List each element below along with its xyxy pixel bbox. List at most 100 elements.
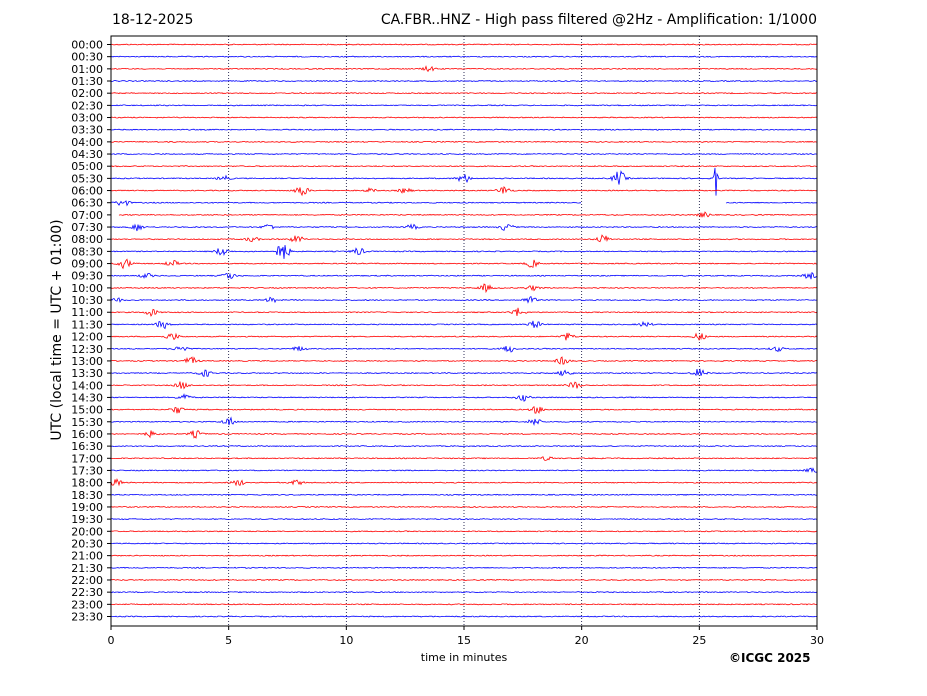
row-time-label: 11:00 <box>71 306 103 319</box>
row-time-label: 05:00 <box>71 160 103 173</box>
trace-0500 <box>110 165 817 168</box>
trace-1200 <box>110 332 818 341</box>
trace-0930 <box>110 271 818 280</box>
row-time-label: 20:00 <box>71 525 103 538</box>
row-time-label: 03:30 <box>71 124 103 137</box>
trace-1430 <box>110 393 818 402</box>
row-time-label: 04:00 <box>71 136 103 149</box>
x-tick-label: 0 <box>108 634 115 647</box>
trace-1000 <box>110 283 817 294</box>
trace-1630 <box>110 445 818 448</box>
row-time-label: 07:30 <box>71 221 103 234</box>
trace-0430 <box>110 153 818 156</box>
seismic-traces <box>110 43 818 618</box>
row-time-label: 09:30 <box>71 270 103 283</box>
trace-1100 <box>110 307 818 317</box>
trace-1930 <box>110 518 817 521</box>
trace-0100 <box>110 65 818 73</box>
row-time-label: 20:30 <box>71 537 103 550</box>
row-time-label: 23:00 <box>71 598 103 611</box>
x-axis-label: time in minutes <box>420 651 508 664</box>
trace-1230 <box>110 345 818 353</box>
copyright-label: ©ICGC 2025 <box>729 651 811 665</box>
trace-1700 <box>110 456 818 461</box>
row-time-label: 21:00 <box>71 550 103 563</box>
row-time-label: 08:00 <box>71 233 103 246</box>
row-time-label: 00:30 <box>71 51 103 64</box>
x-axis-ticks: 0 5 10 15 20 25 30 <box>108 626 824 647</box>
row-time-label: 18:30 <box>71 489 103 502</box>
row-time-label: 07:00 <box>71 209 103 222</box>
row-time-label: 10:30 <box>71 294 103 307</box>
trace-1730 <box>110 467 817 473</box>
x-tick-label: 15 <box>457 634 471 647</box>
trace-1900 <box>110 505 818 508</box>
vertical-gridlines <box>228 36 700 626</box>
row-time-label: 15:30 <box>71 416 103 429</box>
row-time-label: 01:30 <box>71 75 103 88</box>
row-time-label: 01:00 <box>71 63 103 76</box>
row-time-label: 08:30 <box>71 245 103 258</box>
row-time-label: 19:00 <box>71 501 103 514</box>
trace-2130 <box>110 566 818 569</box>
trace-0700 <box>118 211 818 218</box>
trace-0600 <box>110 185 818 197</box>
trace-0900 <box>110 258 818 270</box>
row-time-label: 12:30 <box>71 343 103 356</box>
row-time-label: 16:30 <box>71 440 103 453</box>
x-tick-label: 5 <box>225 634 232 647</box>
chart-title: CA.FBR..HNZ - High pass filtered @2Hz - … <box>380 12 817 28</box>
trace-1500 <box>111 405 818 414</box>
trace-2030 <box>110 542 818 545</box>
trace-0530 <box>111 167 818 196</box>
row-time-label: 13:30 <box>71 367 103 380</box>
row-time-label: 16:00 <box>71 428 103 441</box>
row-time-label: 12:00 <box>71 331 103 344</box>
trace-1800 <box>110 478 818 487</box>
y-axis-label: UTC (local time = UTC + 01:00) <box>49 219 65 441</box>
row-time-label: 05:30 <box>71 172 103 185</box>
row-time-label: 17:30 <box>71 464 103 477</box>
trace-1330 <box>110 368 818 378</box>
trace-1830 <box>110 493 818 496</box>
x-tick-label: 25 <box>692 634 706 647</box>
trace-0800 <box>110 234 817 243</box>
trace-0200 <box>110 92 818 95</box>
row-time-label: 13:00 <box>71 355 103 368</box>
x-tick-label: 20 <box>575 634 589 647</box>
trace-0000 <box>110 43 818 46</box>
x-tick-label: 30 <box>810 634 824 647</box>
trace-1400 <box>110 381 818 390</box>
trace-2100 <box>110 554 818 557</box>
trace-1530 <box>111 416 818 427</box>
row-time-label: 22:30 <box>71 586 103 599</box>
trace-1600 <box>111 430 818 439</box>
trace-0030 <box>110 55 818 58</box>
row-time-label: 00:00 <box>71 39 103 52</box>
trace-0300 <box>110 116 818 119</box>
trace-1130 <box>110 320 818 330</box>
row-time-label: 06:00 <box>71 185 103 198</box>
trace-0730 <box>110 223 818 232</box>
row-time-label: 06:30 <box>71 197 103 210</box>
trace-0330 <box>110 128 818 131</box>
row-time-label: 04:30 <box>71 148 103 161</box>
trace-0230 <box>111 104 818 107</box>
trace-2330 <box>110 615 818 618</box>
row-time-label: 17:00 <box>71 452 103 465</box>
trace-2000 <box>110 530 818 533</box>
trace-1300 <box>110 356 818 365</box>
trace-2300 <box>110 603 818 606</box>
trace-1030 <box>110 295 817 304</box>
row-time-label: 21:30 <box>71 562 103 575</box>
trace-0400 <box>110 140 817 143</box>
row-time-label: 19:30 <box>71 513 103 526</box>
date-label: 18-12-2025 <box>112 12 194 28</box>
trace-0630 <box>110 200 818 207</box>
row-time-label: 03:00 <box>71 112 103 125</box>
x-tick-label: 10 <box>339 634 353 647</box>
row-time-label: 14:00 <box>71 379 103 392</box>
row-time-label: 14:30 <box>71 391 103 404</box>
row-time-label: 09:00 <box>71 258 103 271</box>
trace-0130 <box>110 79 818 83</box>
